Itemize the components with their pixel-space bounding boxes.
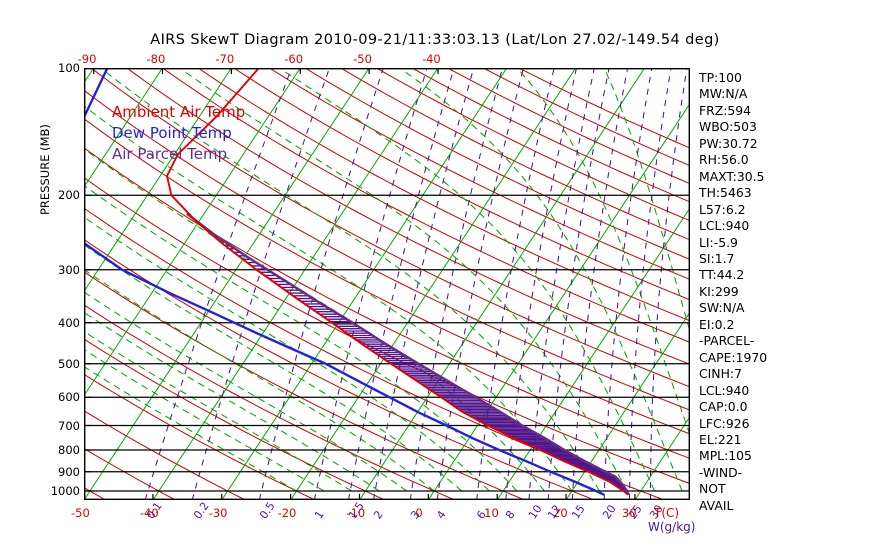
- stat-wbo-3: WBO:503: [699, 119, 757, 135]
- pressure-tick-800: 800: [58, 443, 80, 458]
- stat-tt-12: TT:44.2: [699, 267, 745, 283]
- stat-mw-1: MW:N/A: [699, 86, 748, 102]
- stat-cape-17: CAPE:1970: [699, 349, 768, 365]
- stat-lfc-21: LFC:926: [699, 415, 750, 431]
- bottom-temp-tick-20: 20: [553, 506, 568, 520]
- top-temp-tick--60: -60: [284, 52, 304, 66]
- legend-air-parcel-temp: Air Parcel Temp: [112, 145, 228, 163]
- stat-cinh-18: CINH:7: [699, 366, 742, 382]
- top-temp-tick--80: -80: [146, 52, 166, 66]
- stat-lcl-19: LCL:940: [699, 382, 750, 398]
- pressure-tick-1000: 1000: [50, 484, 80, 499]
- air-parcel-temp-curve: [186, 212, 630, 496]
- bottom-temp-tick--40: -40: [139, 506, 159, 520]
- bottom-temp-tick--30: -30: [208, 506, 228, 520]
- plot-area: [84, 68, 690, 500]
- pressure-tick-300: 300: [58, 262, 80, 277]
- mixing-ratio-unit-label: W(g/kg): [648, 520, 696, 534]
- bottom-temp-tick-0: 0: [415, 506, 423, 520]
- stat-mpl-23: MPL:105: [699, 448, 752, 464]
- bottom-temp-tick--20: -20: [277, 506, 297, 520]
- pressure-tick-500: 500: [58, 356, 80, 371]
- mixing-ratio-tick-10: 10: [525, 502, 545, 522]
- mixing-ratio-tick-15: 15: [568, 502, 588, 522]
- stat-pw-4: PW:30.72: [699, 135, 758, 151]
- ambient-air-temp-curve: [165, 68, 629, 496]
- mixing-ratio-tick-8: 8: [502, 508, 518, 522]
- pressure-tick-200: 200: [58, 188, 80, 203]
- stat-sw-14: SW:N/A: [699, 300, 745, 316]
- pressure-tick-400: 400: [58, 315, 80, 330]
- stat-ki-13: KI:299: [699, 283, 739, 299]
- sounding-stats-panel: TP:100 MW:N/A FRZ:594 WBO:503 PW:30.72 RH:56.…: [699, 70, 867, 514]
- cape-hatch-region: [196, 221, 628, 494]
- mixing-ratio-tick-1: 1: [312, 508, 327, 522]
- stat-lcl-9: LCL:940: [699, 218, 750, 234]
- stat-not-25: NOT: [699, 481, 726, 497]
- stat-avail-26: AVAIL: [699, 497, 734, 513]
- bottom-temp-tick-10: 10: [484, 506, 499, 520]
- skewt-plot-svg: [84, 68, 690, 500]
- stat-l57-8: L57:6.2: [699, 201, 746, 217]
- dew-point-temp-curve: [84, 68, 605, 496]
- page-title: AIRS SkewT Diagram 2010-09-21/11:33:03.1…: [150, 32, 720, 48]
- pressure-tick-600: 600: [58, 390, 80, 405]
- mixing-ratio-tick-2: 2: [371, 508, 386, 522]
- legend-ambient-air-temp: Ambient Air Temp: [112, 103, 246, 121]
- stat-maxt-6: MAXT:30.5: [699, 168, 765, 184]
- plot-frame: [84, 68, 690, 500]
- stat-wind-24: -WIND-: [699, 464, 743, 480]
- bottom-temp-tick--50: -50: [71, 506, 90, 520]
- top-temp-tick--40: -40: [421, 52, 441, 66]
- temperature-unit-label: T(C): [654, 506, 680, 520]
- stat-frz-2: FRZ:594: [699, 102, 752, 118]
- top-temp-tick--50: -50: [353, 52, 372, 66]
- pressure-tick-100: 100: [58, 61, 80, 75]
- top-temp-tick--70: -70: [215, 52, 235, 66]
- pressure-tick-900: 900: [58, 464, 80, 479]
- pressure-tick-700: 700: [58, 418, 80, 433]
- stat-si-11: SI:1.7: [699, 250, 735, 266]
- stat-ei-15: EI:0.2: [699, 316, 735, 332]
- isotherm-lines: [84, 68, 690, 500]
- stat-cap-20: CAP:0.0: [699, 399, 748, 415]
- top-temp-tick--90: -90: [77, 52, 97, 66]
- legend-dew-point-temp: Dew Point Temp: [112, 124, 232, 142]
- bottom-temp-tick--10: -10: [346, 506, 366, 520]
- bottom-temp-tick-30: 30: [621, 506, 637, 520]
- stat-tp-0: TP:100: [699, 70, 742, 85]
- stat-el-22: EL:221: [699, 431, 742, 447]
- mixing-ratio-tick-4: 4: [434, 508, 450, 522]
- stat-th-7: TH:5463: [699, 185, 752, 201]
- mixing-ratio-tick-0.5: 0.5: [257, 499, 279, 522]
- isobar-lines: [84, 68, 690, 492]
- stat-li-10: LI:-5.9: [699, 234, 738, 250]
- stat-parcel-16: -PARCEL-: [699, 333, 755, 349]
- stat-rh-5: RH:56.0: [699, 152, 749, 168]
- mixing-ratio-tick-20: 20: [600, 502, 620, 522]
